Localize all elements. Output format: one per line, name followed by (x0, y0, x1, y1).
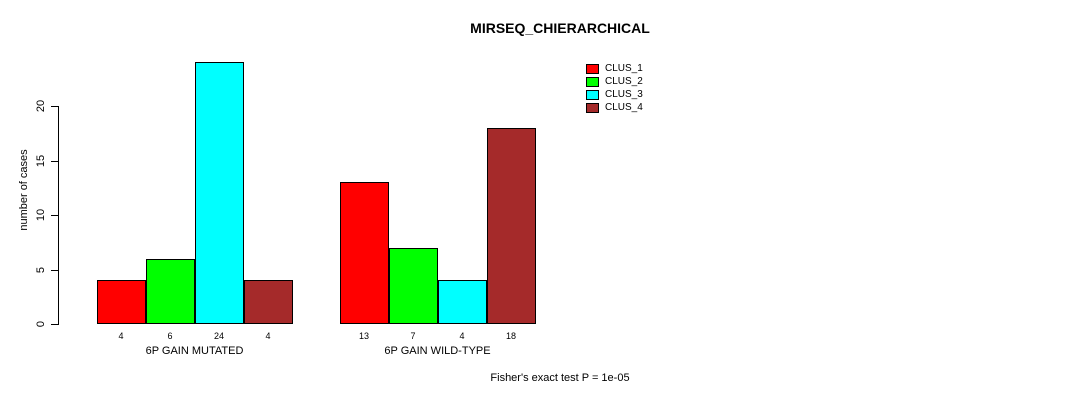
bar-value-label: 24 (213, 331, 225, 341)
bar-value-label: 13 (358, 331, 370, 341)
bar-clus_4-group2 (486, 127, 536, 324)
y-axis-tick (51, 106, 58, 107)
legend-item-clus_2: CLUS_2 (586, 75, 643, 88)
bar-value-label: 4 (265, 331, 271, 341)
category-label-group1: 6P GAIN MUTATED (145, 345, 244, 357)
legend-label-clus_2: CLUS_2 (605, 76, 643, 87)
legend-label-clus_4: CLUS_4 (605, 102, 643, 113)
bar-value-label: 6 (167, 331, 173, 341)
y-axis-tick (51, 269, 58, 271)
legend-swatch-clus_3 (586, 89, 599, 100)
bar-value-label: 7 (410, 331, 416, 341)
legend-swatch-clus_4 (586, 102, 599, 113)
bar-clus_4-group1 (243, 280, 293, 324)
bar-clus_1-group1 (96, 280, 146, 324)
y-axis-tick (51, 324, 58, 325)
bar-value-label: 4 (118, 331, 124, 341)
y-axis-tick (51, 215, 58, 216)
bar-clus_2-group1 (145, 258, 195, 324)
legend-label-clus_1: CLUS_1 (605, 63, 643, 74)
bar-clus_1-group2 (339, 182, 389, 324)
legend: CLUS_1 CLUS_2 CLUS_3 CLUS_4 (586, 62, 643, 114)
y-axis-title-text: number of cases (18, 149, 30, 231)
y-axis-line (58, 106, 59, 325)
legend-item-clus_3: CLUS_3 (586, 88, 643, 101)
bar-clus_3-group1 (194, 62, 244, 324)
y-axis-tick-label-text: 15 (35, 154, 47, 167)
legend-item-clus_4: CLUS_4 (586, 101, 643, 114)
legend-swatch-clus_1 (586, 63, 599, 74)
bar-clus_2-group2 (388, 247, 438, 324)
chart-title: MIRSEQ_CHIERARCHICAL (470, 20, 650, 36)
y-axis-tick-label-text: 20 (35, 99, 47, 113)
category-label-group2: 6P GAIN WILD-TYPE (384, 345, 491, 357)
y-axis-tick (51, 160, 58, 162)
bar-clus_3-group2 (437, 280, 487, 324)
y-axis-tick-label-text: 5 (35, 266, 47, 273)
legend-label-clus_3: CLUS_3 (605, 89, 643, 100)
annotation-text: Fisher's exact test P = 1e-05 (490, 372, 630, 384)
y-axis-tick-label-text: 0 (35, 320, 47, 328)
legend-swatch-clus_2 (586, 76, 599, 87)
bar-value-label: 18 (505, 331, 517, 341)
legend-item-clus_1: CLUS_1 (586, 62, 643, 75)
y-axis-tick-label-text: 10 (35, 208, 47, 222)
bar-value-label: 4 (459, 331, 465, 341)
